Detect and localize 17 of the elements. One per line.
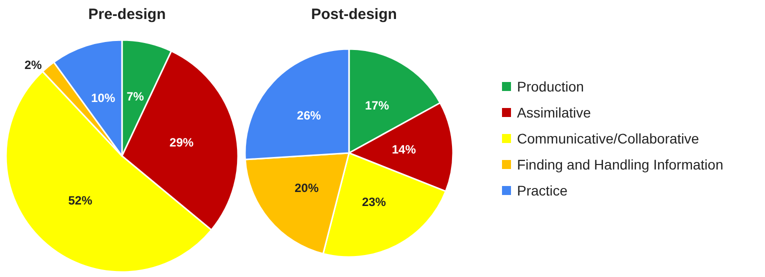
data-label: 29% <box>170 136 194 150</box>
data-label: 2% <box>24 58 42 72</box>
data-label: 17% <box>364 98 390 113</box>
legend-label: Practice <box>517 182 568 198</box>
legend-label: Assimilative <box>517 104 592 120</box>
data-label: 23% <box>362 195 386 210</box>
data-label: 10% <box>91 90 116 105</box>
chart-title: Pre-design <box>88 6 166 23</box>
legend-label: Communicative/Collaborative <box>517 130 700 146</box>
data-label: 52% <box>68 193 93 208</box>
legend-label: Finding and Handling Information <box>517 156 724 172</box>
data-label: 26% <box>296 108 322 122</box>
data-label: 7% <box>126 89 144 104</box>
chart-title: Post-design <box>311 6 397 23</box>
data-label: 14% <box>392 142 416 157</box>
data-label: 20% <box>294 181 319 196</box>
legend-label: Production <box>517 78 584 94</box>
